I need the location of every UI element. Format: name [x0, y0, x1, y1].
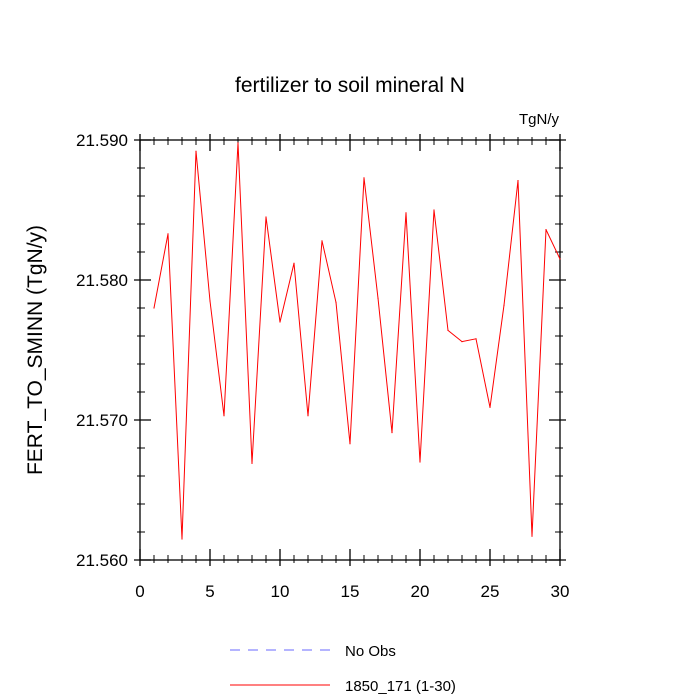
- y-tick-label: 21.570: [76, 411, 128, 430]
- x-tick-label: 20: [411, 582, 430, 601]
- data-point: [475, 338, 477, 340]
- data-point: [419, 461, 421, 463]
- y-tick-label: 21.590: [76, 131, 128, 150]
- series-group: [153, 142, 561, 540]
- data-point: [377, 297, 379, 299]
- x-tick-label: 5: [205, 582, 214, 601]
- x-tick-label: 30: [551, 582, 570, 601]
- data-point: [349, 443, 351, 445]
- data-point: [503, 304, 505, 306]
- plot-frame: [139, 139, 561, 561]
- series-line: [153, 142, 561, 540]
- units-label: TgN/y: [519, 111, 560, 128]
- data-point: [545, 229, 547, 231]
- data-point: [209, 300, 211, 302]
- y-tick-label: 21.560: [76, 551, 128, 570]
- x-tick-label: 15: [341, 582, 360, 601]
- data-point: [307, 415, 309, 417]
- data-point: [223, 415, 225, 417]
- x-tick-label: 25: [481, 582, 500, 601]
- legend-label-no-obs: No Obs: [345, 643, 396, 660]
- x-ticks: 0 5 10 15 20 25 30: [135, 134, 569, 601]
- data-point: [167, 233, 169, 235]
- data-point: [293, 262, 295, 264]
- data-point: [251, 462, 253, 464]
- data-point: [265, 216, 267, 218]
- y-axis-label: FERT_TO_SMINN (TgN/y): [24, 225, 47, 475]
- x-tick-label: 0: [135, 582, 144, 601]
- data-point: [335, 301, 337, 303]
- data-point: [363, 177, 365, 179]
- data-point: [321, 240, 323, 242]
- chart-title: fertilizer to soil mineral N: [235, 74, 465, 97]
- data-point: [279, 321, 281, 323]
- data-point: [461, 341, 463, 343]
- data-point: [447, 329, 449, 331]
- data-point: [517, 180, 519, 182]
- data-point: [433, 209, 435, 211]
- data-point: [531, 535, 533, 537]
- legend: No Obs 1850_171 (1-30): [230, 643, 456, 695]
- y-ticks: 21.560 21.570 21.580 21.590: [76, 131, 566, 570]
- data-point: [181, 538, 183, 540]
- data-point: [391, 432, 393, 434]
- data-point: [153, 307, 155, 309]
- data-point: [559, 258, 561, 260]
- data-point: [405, 212, 407, 214]
- data-point: [489, 406, 491, 408]
- x-minor-ticks: [139, 137, 561, 563]
- y-tick-label: 21.580: [76, 271, 128, 290]
- legend-label-series: 1850_171 (1-30): [345, 678, 456, 695]
- data-point: [195, 150, 197, 152]
- x-tick-label: 10: [271, 582, 290, 601]
- data-point: [237, 142, 239, 144]
